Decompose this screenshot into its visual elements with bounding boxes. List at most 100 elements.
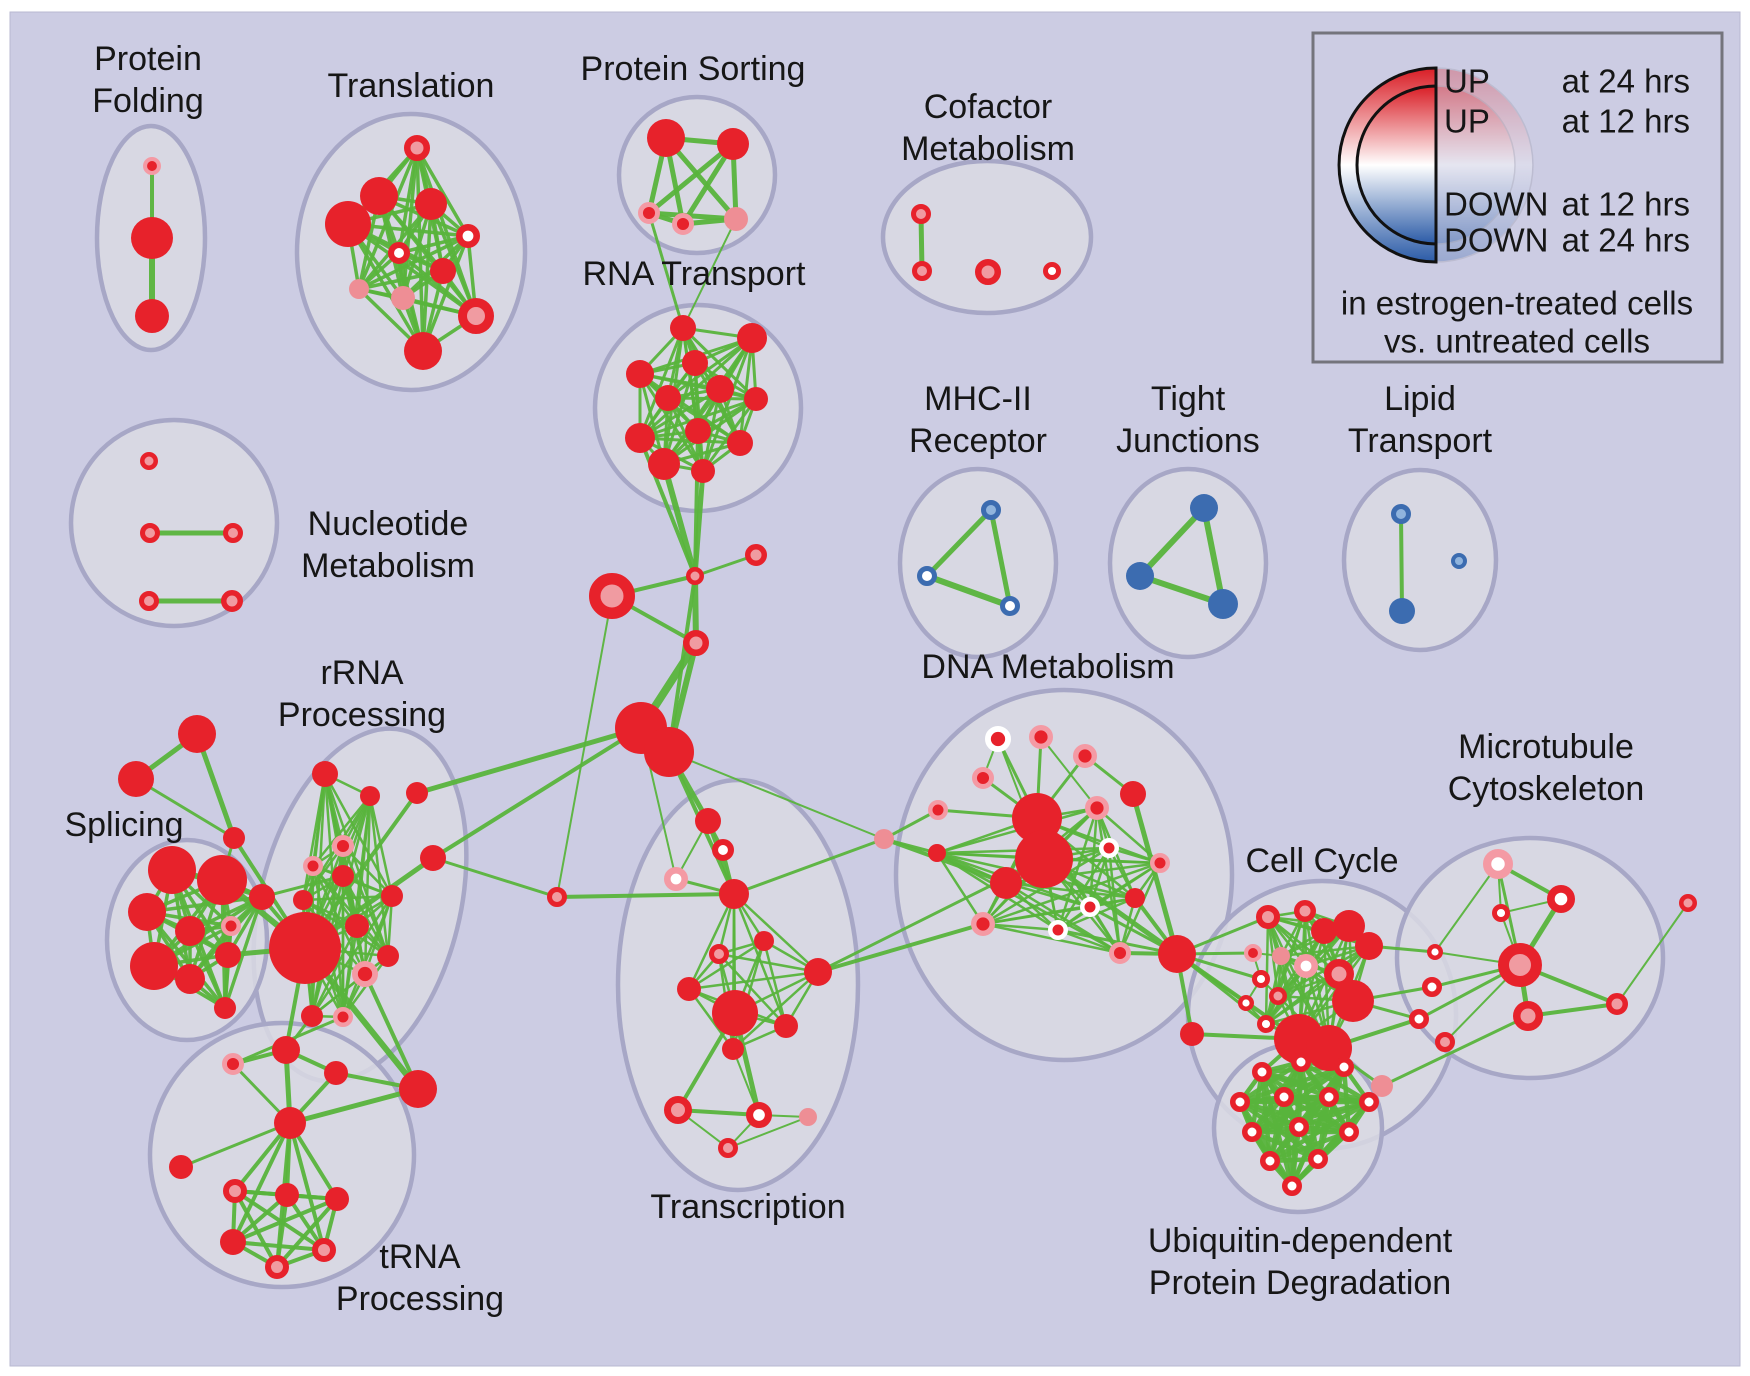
- node-rt11[interactable]: [648, 448, 680, 480]
- node-tn12[interactable]: [265, 1255, 289, 1279]
- node-cc1[interactable]: [1158, 935, 1196, 973]
- node-tc4[interactable]: [719, 879, 749, 909]
- node-tc11[interactable]: [774, 1014, 798, 1038]
- node-mc8[interactable]: [1606, 993, 1628, 1015]
- node-tj3[interactable]: [1208, 589, 1238, 619]
- node-sl4[interactable]: [175, 916, 205, 946]
- node-sl8[interactable]: [215, 942, 241, 968]
- node-cn2[interactable]: [745, 544, 767, 566]
- node-tn10[interactable]: [220, 1229, 246, 1255]
- node-ps1[interactable]: [647, 119, 685, 157]
- node-ub4[interactable]: [1230, 1092, 1250, 1112]
- node-dm1[interactable]: [984, 725, 1011, 752]
- node-cc7[interactable]: [1355, 932, 1383, 960]
- node-tc8[interactable]: [677, 977, 701, 1001]
- node-sl5[interactable]: [221, 916, 241, 936]
- node-tr8[interactable]: [349, 279, 369, 299]
- node-cc13[interactable]: [1251, 969, 1270, 988]
- node-sl7[interactable]: [175, 964, 205, 994]
- node-rt2[interactable]: [737, 323, 767, 353]
- node-dm17[interactable]: [971, 912, 996, 937]
- node-tn8[interactable]: [275, 1183, 299, 1207]
- node-pf2[interactable]: [131, 217, 173, 259]
- node-mc1[interactable]: [1483, 849, 1513, 879]
- node-tr1[interactable]: [404, 135, 430, 161]
- node-ps4[interactable]: [671, 213, 694, 236]
- node-tr6[interactable]: [387, 241, 410, 264]
- node-ub8[interactable]: [1242, 1122, 1262, 1142]
- node-dm9[interactable]: [1015, 830, 1073, 888]
- node-nm5[interactable]: [221, 590, 243, 612]
- node-rt4[interactable]: [626, 360, 654, 388]
- node-nm1[interactable]: [140, 452, 158, 470]
- node-cc5[interactable]: [1311, 918, 1337, 944]
- node-ub9[interactable]: [1289, 1117, 1309, 1137]
- node-ub6[interactable]: [1319, 1087, 1339, 1107]
- node-tr9[interactable]: [391, 286, 415, 310]
- node-sl6[interactable]: [130, 942, 178, 990]
- node-tn3[interactable]: [324, 1061, 348, 1085]
- node-tr5[interactable]: [455, 224, 480, 249]
- node-tc16[interactable]: [718, 1138, 738, 1158]
- node-rr5[interactable]: [332, 865, 354, 887]
- node-rt9[interactable]: [625, 423, 655, 453]
- node-dm15[interactable]: [1125, 888, 1145, 908]
- node-tc14[interactable]: [746, 1101, 773, 1128]
- node-sl3[interactable]: [128, 893, 166, 931]
- node-dm8[interactable]: [1012, 793, 1062, 843]
- node-mc2[interactable]: [1546, 884, 1575, 913]
- node-tj1[interactable]: [1190, 494, 1218, 522]
- node-ub11[interactable]: [1260, 1151, 1280, 1171]
- node-tn11[interactable]: [312, 1238, 336, 1262]
- node-rr1[interactable]: [312, 761, 338, 787]
- node-mc10[interactable]: [1435, 1032, 1455, 1052]
- node-tc3[interactable]: [663, 866, 688, 891]
- node-cc4[interactable]: [1294, 900, 1316, 922]
- node-cc11[interactable]: [1324, 959, 1354, 989]
- node-tc10[interactable]: [804, 958, 832, 986]
- node-tc12[interactable]: [722, 1038, 744, 1060]
- node-cm4[interactable]: [1042, 262, 1061, 281]
- node-mc9[interactable]: [1409, 1009, 1429, 1029]
- node-dm3[interactable]: [1072, 744, 1097, 769]
- node-tc5[interactable]: [547, 887, 567, 907]
- node-rt6[interactable]: [655, 385, 681, 411]
- node-rt7[interactable]: [744, 387, 768, 411]
- node-mc3[interactable]: [1491, 903, 1510, 922]
- node-mh2[interactable]: [917, 566, 937, 586]
- node-rr7[interactable]: [345, 914, 369, 938]
- node-cc12[interactable]: [1332, 980, 1374, 1022]
- node-sl10[interactable]: [249, 884, 275, 910]
- node-tc6[interactable]: [754, 931, 774, 951]
- node-lt1[interactable]: [1391, 504, 1411, 524]
- node-tc1[interactable]: [695, 808, 721, 834]
- node-mc7[interactable]: [1513, 1001, 1543, 1031]
- node-dm12[interactable]: [1084, 796, 1109, 821]
- node-cc10[interactable]: [1294, 953, 1319, 978]
- node-cc14[interactable]: [1269, 987, 1287, 1005]
- node-rt8[interactable]: [685, 418, 711, 444]
- node-lt2[interactable]: [1389, 598, 1415, 624]
- node-cc9[interactable]: [1272, 947, 1290, 965]
- node-pf3[interactable]: [135, 299, 169, 333]
- node-cn6[interactable]: [644, 727, 694, 777]
- node-cc16[interactable]: [1256, 1014, 1275, 1033]
- node-tx1[interactable]: [178, 715, 216, 753]
- node-rr8[interactable]: [381, 885, 403, 907]
- node-rt10[interactable]: [727, 430, 753, 456]
- node-tn5[interactable]: [274, 1107, 306, 1139]
- node-tn4[interactable]: [399, 1070, 437, 1108]
- node-ub10[interactable]: [1339, 1122, 1359, 1142]
- node-rt3[interactable]: [682, 350, 708, 376]
- node-dm7[interactable]: [928, 844, 946, 862]
- node-dm5[interactable]: [928, 800, 948, 820]
- node-sl1[interactable]: [148, 846, 196, 894]
- node-ub13[interactable]: [1282, 1176, 1302, 1196]
- node-dm13[interactable]: [1099, 838, 1119, 858]
- node-cc2[interactable]: [1180, 1022, 1204, 1046]
- node-rr14[interactable]: [420, 845, 446, 871]
- node-dm18[interactable]: [1048, 920, 1068, 940]
- node-dm10[interactable]: [990, 867, 1022, 899]
- node-tr7[interactable]: [430, 258, 456, 284]
- node-ub12[interactable]: [1308, 1149, 1328, 1169]
